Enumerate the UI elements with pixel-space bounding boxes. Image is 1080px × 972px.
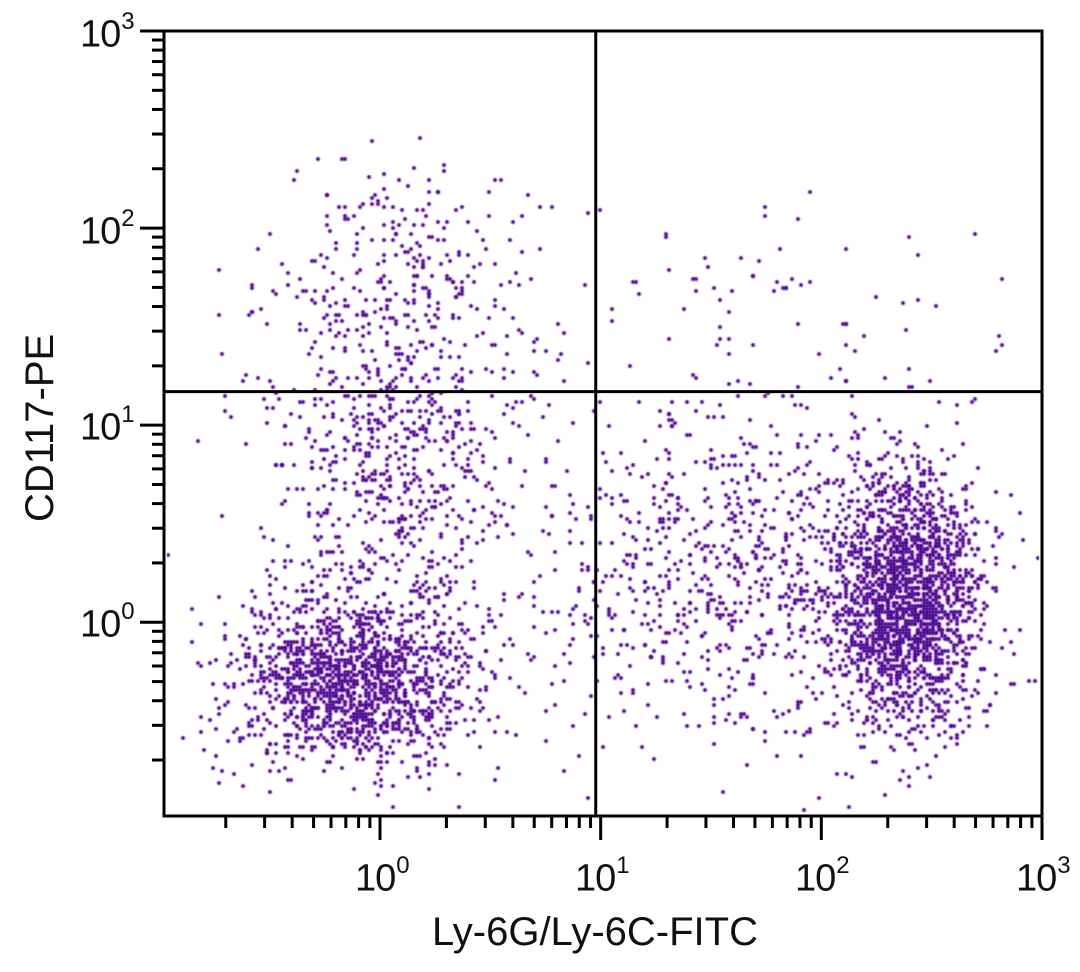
x-tick-label-100: 102 xyxy=(795,852,850,900)
x-axis-title: Ly-6G/Ly-6C-FITC xyxy=(432,910,758,954)
x-tick-label-1000: 103 xyxy=(1016,852,1071,900)
plot-border xyxy=(162,29,1044,818)
y-tick-label-1: 100 xyxy=(80,598,135,646)
y-tick-label-100: 102 xyxy=(80,205,135,253)
y-tick-label-1000: 103 xyxy=(80,8,135,56)
x-tick-label-10: 101 xyxy=(575,852,630,900)
x-tick-label-1: 100 xyxy=(355,852,410,900)
y-tick-label-10: 101 xyxy=(80,401,135,449)
y-axis-title: CD117-PE xyxy=(18,333,62,522)
